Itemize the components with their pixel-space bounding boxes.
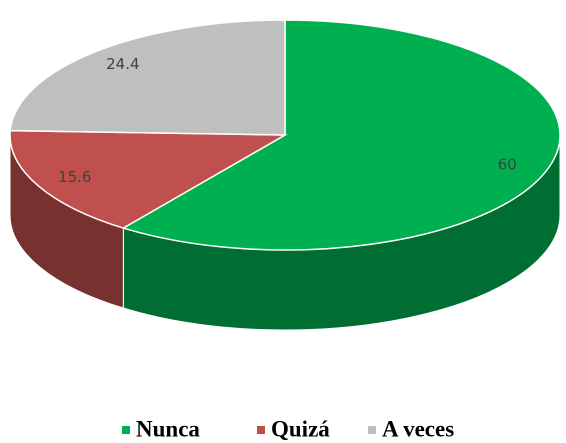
pie-slice: [121, 19, 561, 251]
legend-label: A veces: [382, 416, 454, 441]
legend-swatch: [257, 426, 265, 434]
legend-swatch: [368, 426, 376, 434]
data-label: 24.4: [106, 55, 139, 73]
data-label: 60: [498, 156, 517, 174]
legend-label: Quizá: [271, 416, 330, 441]
data-label: 15.6: [58, 168, 91, 186]
legend-label: Nunca: [136, 416, 200, 441]
pie-slice: [9, 19, 286, 136]
pie-slice: [9, 129, 288, 229]
legend-swatch: [122, 426, 130, 434]
